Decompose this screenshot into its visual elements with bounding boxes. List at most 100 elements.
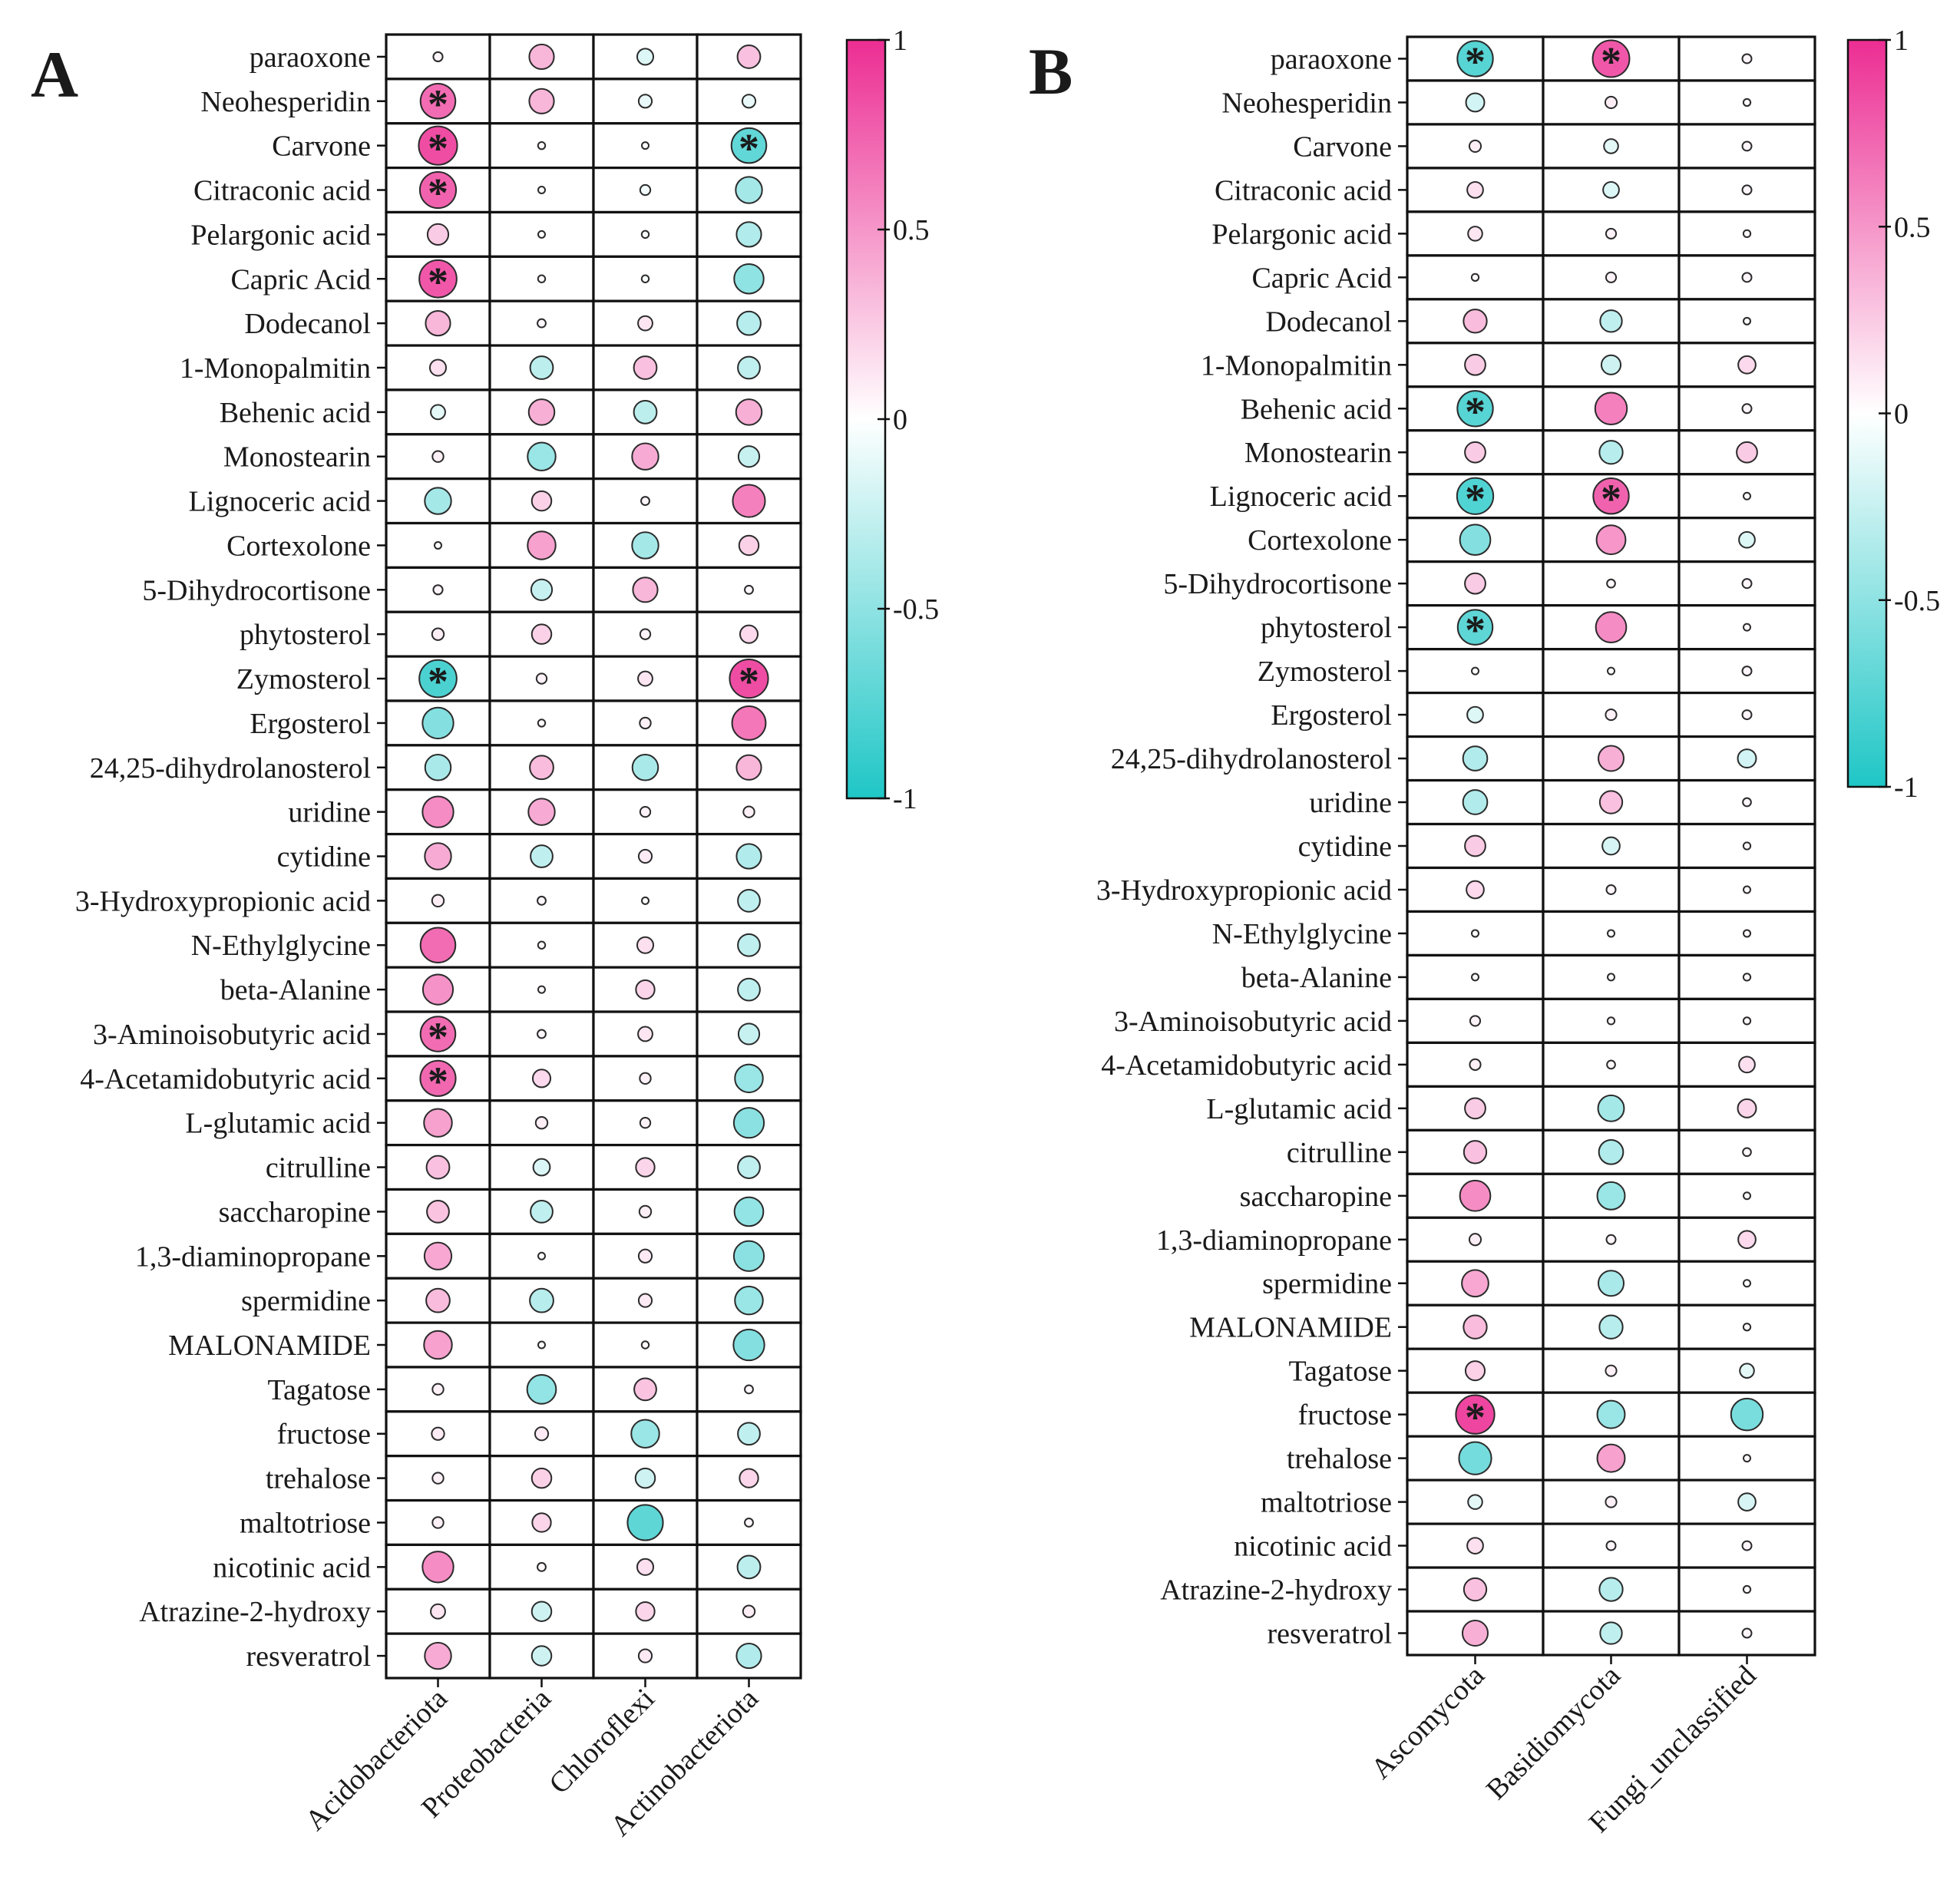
correlation-bubble xyxy=(418,259,458,299)
correlation-bubble xyxy=(1741,272,1753,283)
row-label: 3-Aminoisobutyric acid xyxy=(93,1019,371,1051)
correlation-bubble xyxy=(733,263,765,295)
correlation-bubble xyxy=(1737,355,1757,375)
row-label: maltotriose xyxy=(1261,1487,1392,1519)
correlation-bubble xyxy=(537,895,547,906)
colorbar-tick-label: 0 xyxy=(893,404,907,436)
correlation-bubble xyxy=(744,1518,754,1528)
correlation-bubble xyxy=(537,140,547,150)
correlation-bubble xyxy=(631,531,659,560)
correlation-bubble xyxy=(737,888,761,913)
correlation-bubble xyxy=(1743,1191,1751,1201)
correlation-bubble xyxy=(530,844,554,868)
correlation-bubble xyxy=(537,940,547,950)
correlation-bubble xyxy=(1605,884,1617,895)
row-label: 3-Aminoisobutyric acid xyxy=(1114,1006,1392,1038)
correlation-bubble xyxy=(537,1251,546,1260)
correlation-bubble xyxy=(631,754,659,781)
correlation-bubble xyxy=(1605,708,1618,722)
correlation-bubble xyxy=(1594,391,1628,426)
correlation-bubble xyxy=(639,1117,652,1129)
correlation-bubble xyxy=(431,1472,445,1485)
correlation-bubble xyxy=(424,487,452,515)
correlation-bubble xyxy=(1606,1059,1616,1070)
correlation-bubble xyxy=(430,1603,446,1620)
correlation-bubble xyxy=(1598,1314,1624,1340)
row-label: Lignoceric acid xyxy=(1210,481,1392,513)
correlation-bubble xyxy=(1466,880,1485,900)
correlation-bubble xyxy=(1739,1363,1755,1379)
correlation-bubble xyxy=(419,1059,457,1097)
correlation-bubble xyxy=(537,985,546,994)
correlation-bubble xyxy=(432,584,444,596)
row-label: Pelargonic acid xyxy=(1211,218,1392,250)
correlation-bubble xyxy=(639,183,652,197)
row-label: Pelargonic acid xyxy=(190,219,371,251)
correlation-bubble xyxy=(732,1107,765,1139)
correlation-bubble xyxy=(735,1642,762,1670)
significance-marker: * xyxy=(428,1059,448,1105)
correlation-bubble xyxy=(737,445,761,468)
correlation-bubble xyxy=(528,88,555,114)
correlation-bubble xyxy=(428,358,448,377)
row-label: 3-Hydroxypropionic acid xyxy=(1096,874,1392,907)
correlation-bubble xyxy=(424,754,452,781)
row-label: Behenic acid xyxy=(1241,393,1392,425)
correlation-bubble xyxy=(1471,973,1479,982)
correlation-bubble xyxy=(426,223,450,246)
correlation-bubble xyxy=(1742,841,1752,851)
correlation-bubble xyxy=(530,1200,554,1224)
correlation-bubble xyxy=(1730,1397,1764,1432)
correlation-bubble xyxy=(529,755,554,781)
row-label: Ergosterol xyxy=(1271,699,1392,732)
correlation-bubble xyxy=(640,274,650,283)
row-label: 1-Monopalmitin xyxy=(180,352,371,385)
correlation-bubble xyxy=(738,534,760,557)
row-label: Neohesperidin xyxy=(200,86,371,118)
row-label: Dodecanol xyxy=(1265,306,1392,338)
correlation-bubble xyxy=(636,48,655,66)
correlation-bubble xyxy=(637,1248,653,1264)
correlation-bubble xyxy=(526,1374,557,1405)
correlation-bubble xyxy=(1595,611,1628,643)
row-label: fructose xyxy=(1298,1399,1392,1432)
correlation-bubble xyxy=(734,1063,764,1094)
correlation-bubble xyxy=(1743,1454,1751,1463)
correlation-bubble xyxy=(639,628,652,640)
correlation-bubble xyxy=(530,490,553,512)
row-label: Cortexolone xyxy=(226,530,371,562)
correlation-bubble xyxy=(641,141,649,150)
row-label: Citraconic acid xyxy=(1215,174,1392,206)
significance-marker: * xyxy=(1465,38,1486,84)
correlation-bubble xyxy=(1463,309,1488,334)
correlation-bubble xyxy=(418,170,458,210)
correlation-bubble xyxy=(1742,1584,1752,1594)
correlation-bubble xyxy=(640,1340,650,1350)
correlation-bubble xyxy=(637,315,653,332)
column-labels: AscomycotaBasidiomycotaFungi_unclassifie… xyxy=(1365,1655,1763,1839)
correlation-bubble xyxy=(425,1287,451,1313)
row-label: Tagatose xyxy=(267,1374,371,1406)
colorbar-tick-label: -1 xyxy=(893,783,917,815)
colorbar-tick-label: -0.5 xyxy=(1894,585,1940,617)
correlation-bubble xyxy=(1458,1441,1492,1475)
correlation-bubble xyxy=(637,1293,653,1308)
correlation-bubble xyxy=(423,1330,453,1360)
correlation-bubble xyxy=(431,1516,445,1529)
correlation-bubble xyxy=(739,1468,759,1488)
row-label: Zymosterol xyxy=(1258,656,1392,688)
significance-marker: * xyxy=(428,126,448,172)
correlation-bubble xyxy=(1743,885,1751,894)
correlation-bubble xyxy=(1600,354,1622,375)
row-label: Tagatose xyxy=(1288,1356,1392,1388)
correlation-bubble xyxy=(630,1419,660,1449)
bubbles: ** **** *** xyxy=(418,43,769,1670)
correlation-bubble xyxy=(527,398,556,426)
correlation-bubble xyxy=(1597,1270,1625,1297)
correlation-bubble xyxy=(531,1512,552,1533)
row-label: 4-Acetamidobutyric acid xyxy=(1101,1049,1392,1082)
correlation-bubble xyxy=(640,496,650,507)
colorbar-tick-label: -0.5 xyxy=(893,593,939,626)
correlation-bubble xyxy=(426,1200,450,1224)
